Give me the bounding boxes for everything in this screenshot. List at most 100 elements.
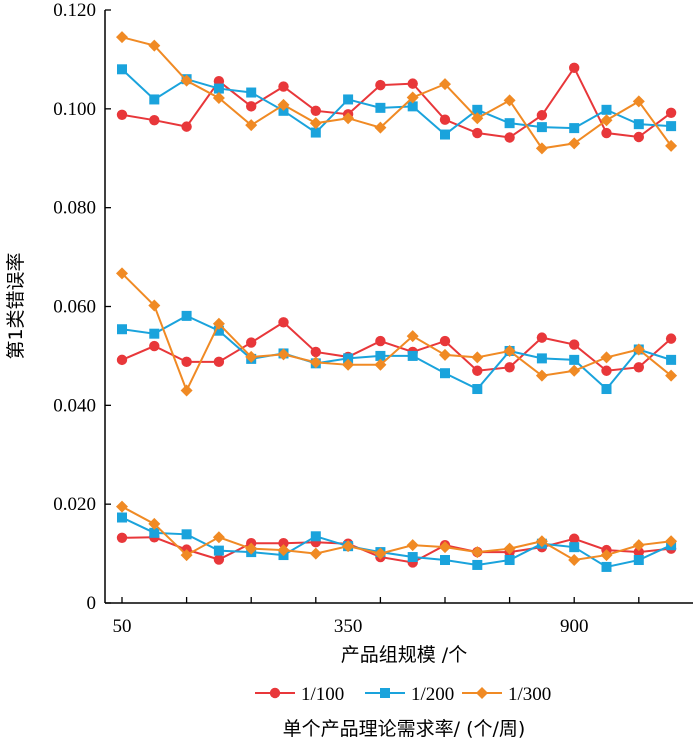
data-point <box>601 384 612 395</box>
data-point <box>439 335 451 347</box>
series-1-200-mid <box>117 310 677 395</box>
data-point <box>666 121 677 132</box>
data-point <box>343 94 354 105</box>
data-point <box>568 554 581 567</box>
series-line <box>121 505 672 562</box>
data-point <box>245 542 258 555</box>
data-point <box>149 527 160 538</box>
data-point <box>148 39 161 52</box>
data-point <box>149 114 160 126</box>
data-point <box>149 94 160 105</box>
data-point <box>149 328 160 339</box>
data-point <box>568 137 581 150</box>
data-point <box>472 559 483 570</box>
legend-label: 1/100 <box>301 684 344 705</box>
data-point <box>212 317 225 330</box>
data-point <box>665 139 678 152</box>
data-point <box>181 356 192 368</box>
legend-marker <box>380 688 390 698</box>
data-point <box>343 353 354 364</box>
series-1-200-high <box>117 64 677 140</box>
series-line <box>121 272 672 394</box>
data-point <box>569 533 580 544</box>
data-point <box>246 337 257 348</box>
data-point <box>439 541 451 554</box>
data-point <box>665 535 678 548</box>
data-point <box>116 500 128 513</box>
data-point <box>472 104 483 115</box>
data-point <box>342 358 355 371</box>
data-point <box>374 358 387 371</box>
data-point <box>569 339 580 350</box>
data-point <box>309 356 322 369</box>
series-1-300-mid <box>116 267 678 397</box>
data-point <box>471 546 484 559</box>
data-point <box>310 531 321 542</box>
data-point <box>310 346 321 358</box>
legend-marker <box>476 687 488 699</box>
legend-title: 单个产品理论需求率/ (个/周) <box>283 718 526 740</box>
data-point <box>600 114 613 127</box>
data-point <box>472 384 483 395</box>
data-point <box>536 332 548 343</box>
y-tick-label: 0.080 <box>53 198 96 219</box>
data-point <box>246 87 257 98</box>
series-1-100-mid <box>116 317 677 376</box>
data-point <box>116 354 128 366</box>
data-point <box>116 532 128 543</box>
data-point <box>180 74 193 87</box>
data-point <box>440 368 450 379</box>
legend: 1/100 1/200 1/300 <box>255 684 551 705</box>
series-1-300-high <box>116 31 678 155</box>
data-point <box>600 549 613 562</box>
data-point <box>342 112 355 125</box>
data-point <box>246 101 257 112</box>
data-point <box>632 539 645 552</box>
data-point <box>213 356 225 368</box>
y-tick-label: 0.020 <box>53 494 96 515</box>
series-line <box>121 314 672 391</box>
data-point <box>277 544 290 557</box>
data-point <box>278 317 289 328</box>
x-axis-title: 产品组规模 /个 <box>341 644 467 666</box>
data-point <box>439 348 451 361</box>
y-tick-label: 0 <box>87 593 97 614</box>
data-point <box>665 107 677 118</box>
data-point <box>374 121 387 134</box>
data-point <box>504 118 515 129</box>
data-point <box>116 31 128 44</box>
data-point <box>407 552 418 563</box>
series-line <box>121 321 672 372</box>
data-point <box>375 350 386 361</box>
data-point <box>569 354 580 365</box>
data-point <box>148 299 161 312</box>
data-point <box>310 105 321 117</box>
series-1-300-low <box>116 500 678 567</box>
data-point <box>569 62 580 74</box>
data-point <box>600 351 613 364</box>
legend-label: 1/300 <box>508 684 551 705</box>
data-point <box>504 132 515 143</box>
series-line <box>121 65 672 139</box>
data-point <box>632 343 645 356</box>
data-point <box>407 78 418 89</box>
data-point <box>245 350 258 363</box>
data-point <box>407 350 418 361</box>
data-point <box>472 127 483 139</box>
data-point <box>503 94 516 107</box>
data-point <box>309 117 322 130</box>
series-line <box>121 516 672 568</box>
data-point <box>375 102 386 113</box>
legend-label: 1/200 <box>411 684 454 705</box>
data-point <box>568 364 581 377</box>
y-axis-title: 第1类错误率 <box>5 252 27 359</box>
data-point <box>406 330 419 343</box>
data-point <box>601 561 612 572</box>
data-point <box>407 101 418 112</box>
data-point <box>212 91 225 104</box>
y-tick-label: 0.100 <box>53 99 96 120</box>
x-tick-label: 900 <box>560 616 589 637</box>
data-point <box>375 335 386 347</box>
data-point <box>277 98 290 111</box>
data-point <box>504 362 515 373</box>
